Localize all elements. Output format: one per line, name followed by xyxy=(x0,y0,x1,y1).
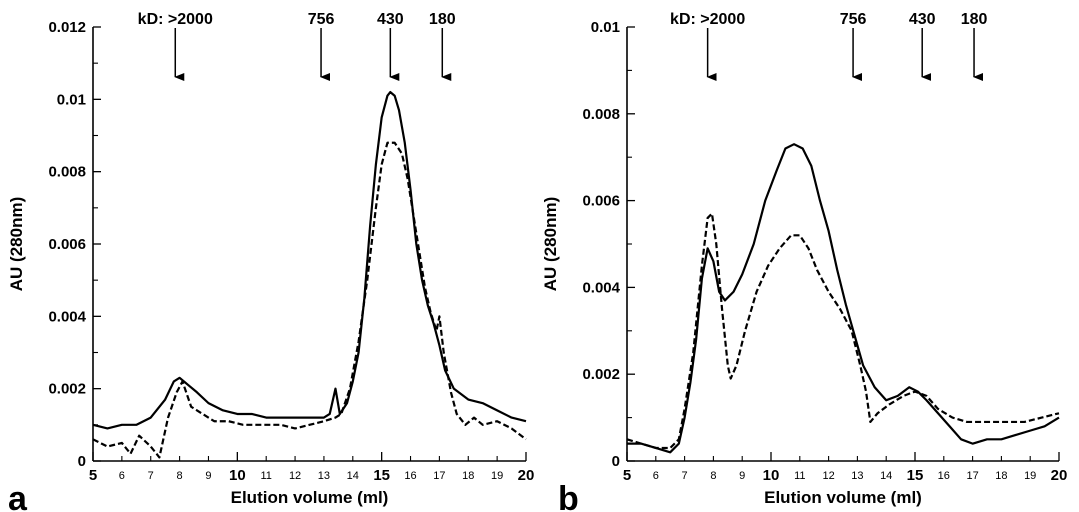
x-tick-label: 5 xyxy=(89,467,97,484)
y-axis-label: AU (280nm) xyxy=(541,197,560,291)
y-axis-label: AU (280nm) xyxy=(7,197,26,291)
x-minor-tick-label: 11 xyxy=(260,470,271,482)
x-tick-label: 15 xyxy=(373,467,390,484)
series-line-solid xyxy=(627,143,1060,454)
series-line-dashed xyxy=(92,141,527,459)
series-line-solid xyxy=(92,91,527,430)
y-tick-label: 0.008 xyxy=(48,164,86,181)
x-minor-tick-label: 6 xyxy=(119,470,125,482)
x-minor-tick-label: 16 xyxy=(404,470,416,482)
x-tick-label: 20 xyxy=(518,467,535,484)
panel-a-chart: 0 0.002 0.004 0.006 0.008 0.01 0.012 5 10 15 20 6 7 8… xyxy=(7,11,534,512)
y-tick-label: 0.01 xyxy=(57,91,86,108)
y-tick-label: 0.004 xyxy=(48,308,86,325)
x-minor-tick-label: 17 xyxy=(433,470,445,482)
y-tick-label: 0.002 xyxy=(582,366,620,383)
x-minor-tick-label: 12 xyxy=(289,470,301,482)
x-minor-tick-label: 9 xyxy=(739,470,745,482)
panel-letter: b xyxy=(558,480,579,512)
marker-label: 430 xyxy=(377,11,404,28)
x-minor-tick-label: 13 xyxy=(318,470,330,482)
y-tick-label: 0 xyxy=(78,453,86,470)
panel-b-chart: 0 0.002 0.004 0.006 0.008 0.01 5 10 15 20 6 7 8 9 11 12… xyxy=(541,11,1067,512)
x-minor-tick-label: 14 xyxy=(880,470,892,482)
x-minor-tick-label: 18 xyxy=(995,470,1007,482)
x-minor-tick-label: 19 xyxy=(1024,470,1036,482)
x-tick-label: 10 xyxy=(229,467,246,484)
y-tick-label: 0.012 xyxy=(48,19,86,36)
marker-label: 180 xyxy=(429,11,456,28)
series-line-dashed xyxy=(626,212,1060,450)
x-minor-tick-label: 8 xyxy=(177,470,183,482)
x-tick-label: 20 xyxy=(1051,467,1068,484)
x-minor-tick-label: 7 xyxy=(148,470,154,482)
panel-letter: a xyxy=(8,480,28,512)
y-tick-label: 0.006 xyxy=(48,236,86,253)
x-minor-tick-label: 13 xyxy=(851,470,863,482)
x-minor-tick-label: 6 xyxy=(653,470,659,482)
x-minor-tick-label: 8 xyxy=(710,470,716,482)
x-minor-tick-label: 16 xyxy=(938,470,950,482)
marker-label: kD: >2000 xyxy=(138,11,213,28)
marker-label: 756 xyxy=(308,11,335,28)
x-minor-tick-label: 7 xyxy=(682,470,688,482)
marker-label: 430 xyxy=(909,11,936,28)
x-minor-tick-label: 18 xyxy=(462,470,474,482)
x-minor-tick-label: 19 xyxy=(491,470,503,482)
x-tick-label: 15 xyxy=(907,467,924,484)
y-tick-label: 0.008 xyxy=(582,106,620,123)
x-tick-label: 5 xyxy=(623,467,631,484)
y-tick-label: 0.004 xyxy=(582,279,620,296)
y-tick-label: 0.01 xyxy=(591,19,620,36)
marker-label: 180 xyxy=(961,11,988,28)
y-tick-label: 0 xyxy=(612,453,620,470)
x-minor-tick-label: 9 xyxy=(205,470,211,482)
marker-label: 756 xyxy=(840,11,867,28)
y-tick-label: 0.006 xyxy=(582,193,620,210)
x-minor-tick-label: 11 xyxy=(794,470,805,482)
x-minor-tick-label: 17 xyxy=(966,470,978,482)
marker-label: kD: >2000 xyxy=(670,11,745,28)
x-minor-tick-label: 14 xyxy=(347,470,359,482)
x-tick-label: 10 xyxy=(763,467,780,484)
x-axis-label: Elution volume (ml) xyxy=(231,488,389,507)
x-minor-tick-label: 12 xyxy=(822,470,834,482)
y-tick-label: 0.002 xyxy=(48,381,86,398)
x-axis-label: Elution volume (ml) xyxy=(764,488,922,507)
